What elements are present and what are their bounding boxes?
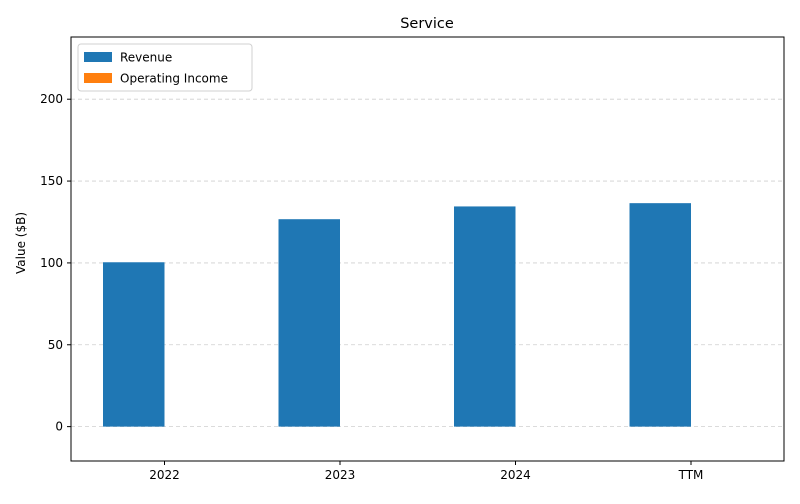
legend-label: Revenue (120, 51, 172, 65)
x-tick-label: 2024 (500, 468, 531, 482)
plot-frame (70, 36, 785, 462)
legend-swatch (84, 73, 112, 83)
y-tick-label: 100 (40, 256, 63, 270)
bar-revenue (103, 262, 165, 427)
axis-ticks: 0 50 100 150 200 2022 2023 2024 TTM (40, 92, 703, 482)
y-tick-label: 150 (40, 174, 63, 188)
bars (103, 203, 691, 427)
legend-frame (77, 43, 253, 92)
bar-revenue (278, 219, 340, 427)
y-tick-label: 0 (55, 420, 63, 434)
bar-revenue (629, 203, 691, 427)
legend-swatch (84, 52, 112, 62)
x-tick-label: TTM (678, 468, 704, 482)
chart-title: Service (400, 16, 454, 32)
x-tick-label: 2023 (325, 468, 356, 482)
legend-label: Operating Income (120, 72, 228, 86)
x-tick-label: 2022 (149, 468, 180, 482)
y-axis-label: Value ($B) (14, 212, 28, 274)
legend: Revenue Operating Income (77, 43, 253, 92)
y-tick-label: 200 (40, 92, 63, 106)
bar-revenue (454, 206, 516, 427)
y-tick-label: 50 (48, 338, 63, 352)
